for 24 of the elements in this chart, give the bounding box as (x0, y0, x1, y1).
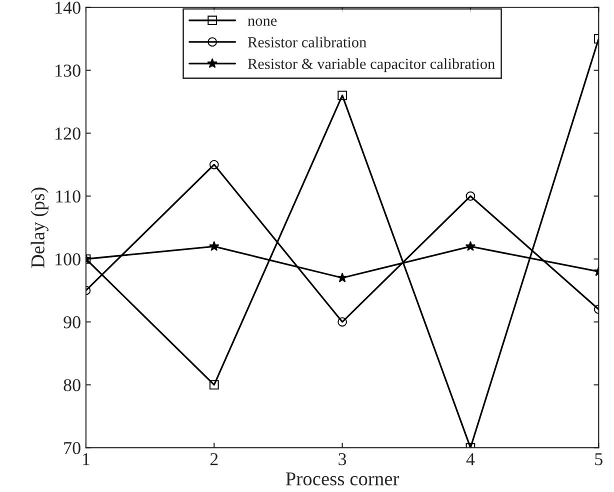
legend-label: none (248, 18, 277, 26)
y-tick-label: 90 (64, 316, 80, 328)
x-tick-label: 2 (210, 453, 218, 466)
point (466, 191, 476, 201)
point (337, 272, 348, 282)
y-tick-label: 140 (56, 2, 80, 14)
x-tick-label: 5 (595, 453, 602, 466)
point (465, 241, 476, 251)
point (208, 241, 220, 251)
y-tick-label: 120 (56, 127, 80, 140)
y-axis-title: Delay (ps) (30, 188, 48, 268)
point (209, 160, 219, 170)
point (338, 317, 347, 327)
y-tick-label: 110 (56, 190, 80, 203)
y-tick-label: 70 (64, 442, 80, 454)
x-tick-label: 4 (466, 453, 475, 466)
x-axis-title: Process corner (286, 472, 400, 486)
y-tick-label: 130 (56, 64, 80, 77)
x-tick-label: 3 (338, 453, 346, 466)
legend-label: Resistor & variable capacitor calibration (248, 58, 495, 72)
x-tick-label: 1 (83, 453, 90, 466)
y-tick-label: 80 (64, 379, 80, 392)
y-tick-label: 100 (56, 253, 80, 266)
legend-label: Resistor calibration (248, 36, 366, 48)
